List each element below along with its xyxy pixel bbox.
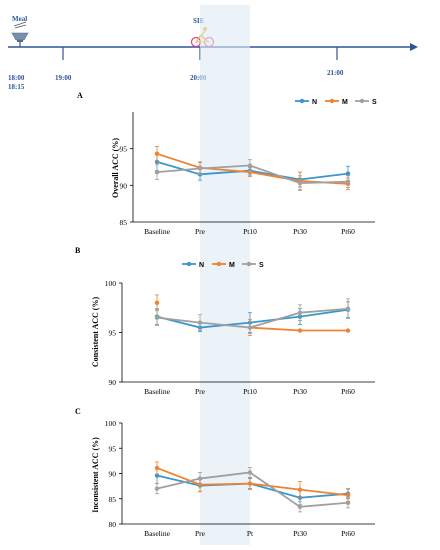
x-tick-label: Pt10 [243, 227, 257, 236]
data-point-s [297, 310, 303, 315]
sie-shaded-band [200, 5, 250, 545]
panel-a: A Overall ACC (%) 85 90 95 Baseline Pre Pt10 P… [77, 91, 377, 236]
x-tick-label: Pt30 [293, 227, 307, 236]
legend-marker-s [246, 261, 252, 267]
data-point-s [345, 306, 351, 311]
timeline-time-2000: 20:00 [190, 74, 207, 82]
x-tick-label: Baseline [144, 529, 170, 538]
y-tick-label: 90 [109, 470, 117, 479]
y-tick-label: 100 [105, 279, 117, 288]
legend-label-s: S [372, 99, 377, 106]
y-tick-label: 85 [120, 218, 128, 227]
panel-a-ylabel: Overall ACC (%) [111, 138, 120, 198]
meal-label: Meal [12, 15, 27, 23]
timeline-time-1815: 18:15 [8, 83, 25, 91]
x-tick-label: Baseline [144, 387, 170, 396]
legend-marker-m [216, 261, 222, 267]
panel-b-ylabel: Consistent ACC (%) [91, 297, 100, 368]
meal-bowl-icon [11, 21, 29, 42]
data-point-s [345, 500, 351, 505]
panel-c-letter: C [75, 407, 81, 416]
x-tick-label: Pt [247, 529, 254, 538]
data-point-n [345, 171, 351, 176]
panel-b-letter: B [75, 246, 81, 255]
x-tick-label: Pre [195, 227, 206, 236]
legend-label-s: S [259, 262, 264, 269]
legend-label-m: M [342, 99, 348, 106]
data-point-m [154, 465, 160, 471]
timeline-time-2100: 21:00 [327, 69, 344, 77]
timeline-arrowhead [410, 43, 418, 51]
y-tick-label: 85 [109, 495, 117, 504]
panel-b: B Consistent ACC (%) 90 95 100 Baseline Pre P… [75, 246, 375, 396]
legend-marker-n [186, 261, 192, 267]
x-tick-label: Pt30 [293, 529, 307, 538]
series-line-n [156, 161, 349, 181]
data-point-s [154, 486, 160, 491]
sie-label: SIE [193, 17, 205, 25]
x-tick-label: Pre [195, 529, 206, 538]
x-tick-label: Pt60 [341, 387, 355, 396]
timeline-time-1900: 19:00 [55, 74, 72, 82]
y-tick-label: 90 [109, 378, 117, 387]
data-point-s [247, 470, 253, 475]
data-point-s [297, 504, 303, 510]
y-tick-label: 95 [109, 329, 117, 338]
y-tick-label: 100 [105, 419, 117, 428]
series-line-n [156, 308, 349, 329]
data-point-m [154, 151, 160, 156]
y-tick-label: 95 [109, 444, 117, 453]
panel-c: C Inconsistent ACC (%) 80 85 90 95 100 Baseli… [75, 407, 375, 538]
data-point-s [297, 180, 303, 186]
timeline-time-1800: 18:00 [8, 74, 25, 82]
data-point-s [247, 163, 253, 168]
legend-marker-m [329, 98, 335, 104]
legend-marker-n [299, 98, 305, 104]
x-tick-label: Pt30 [293, 387, 307, 396]
legend-label-n: N [199, 262, 204, 269]
data-point-s [197, 166, 203, 171]
data-point-s [247, 325, 253, 330]
y-tick-label: 95 [120, 145, 128, 154]
series-line-s [156, 471, 349, 508]
data-point-m [154, 300, 160, 305]
x-tick-label: Baseline [144, 227, 170, 236]
data-point-s [154, 315, 160, 320]
data-point-s [197, 320, 203, 325]
data-point-s [154, 169, 160, 175]
panel-c-ylabel: Inconsistent ACC (%) [91, 437, 100, 513]
x-tick-label: Pt60 [341, 529, 355, 538]
series-line-s [156, 164, 349, 185]
x-tick-label: Pt60 [341, 227, 355, 236]
x-tick-label: Pt10 [243, 387, 257, 396]
legend-marker-s [359, 98, 365, 104]
data-point-m [297, 487, 303, 492]
data-point-m [297, 328, 303, 333]
data-point-s [197, 476, 203, 481]
legend-label-n: N [312, 99, 317, 106]
data-point-n [154, 473, 160, 478]
data-point-m [247, 481, 253, 486]
data-point-s [345, 179, 351, 184]
x-tick-label: Pre [195, 387, 206, 396]
legend-label-m: M [229, 262, 235, 269]
panel-a-letter: A [77, 91, 83, 100]
y-tick-label: 80 [109, 520, 117, 529]
data-point-m [345, 328, 351, 333]
y-tick-label: 90 [120, 181, 128, 190]
data-point-m [345, 493, 351, 498]
